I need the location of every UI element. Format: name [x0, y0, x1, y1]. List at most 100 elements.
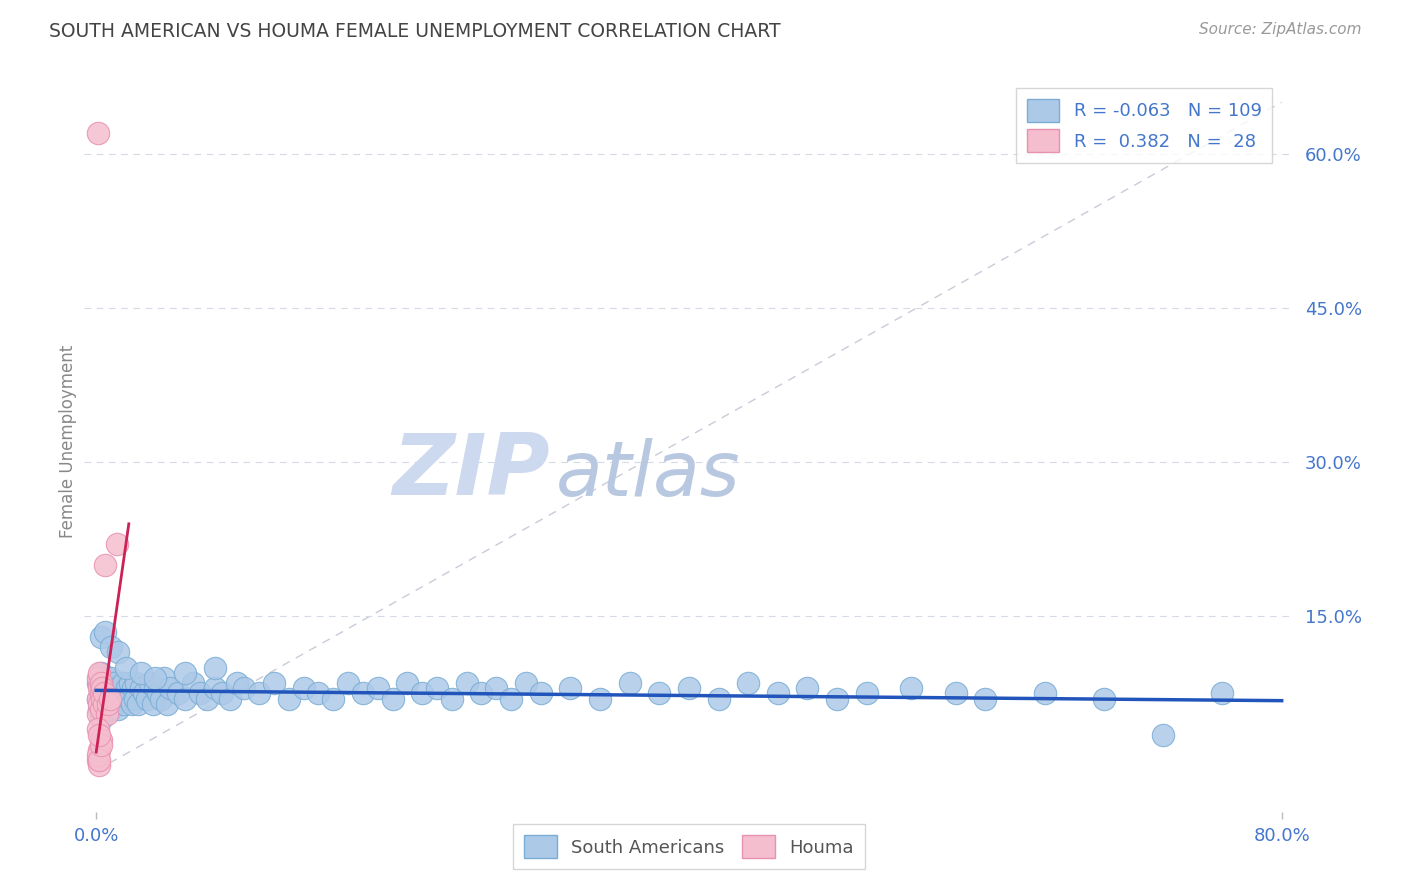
Point: [226, 676, 249, 690]
Text: atlas: atlas: [555, 438, 741, 512]
Point: [90, 630, 112, 644]
Point: [90, 681, 112, 696]
Point: [974, 691, 997, 706]
Point: [94, 558, 117, 572]
Point: [89, 728, 111, 742]
Point: [117, 681, 139, 696]
Point: [120, 676, 142, 690]
Point: [530, 686, 553, 700]
Point: [337, 676, 360, 690]
Point: [86, 671, 108, 685]
Point: [1033, 686, 1056, 700]
Point: [90, 712, 112, 726]
Point: [396, 676, 419, 690]
Point: [440, 691, 463, 706]
Point: [90, 732, 112, 747]
Point: [121, 697, 143, 711]
Point: [107, 702, 129, 716]
Point: [115, 661, 138, 675]
Point: [122, 681, 145, 696]
Text: SOUTH AMERICAN VS HOUMA FEMALE UNEMPLOYMENT CORRELATION CHART: SOUTH AMERICAN VS HOUMA FEMALE UNEMPLOYM…: [49, 22, 780, 41]
Point: [112, 697, 135, 711]
Point: [247, 686, 270, 700]
Text: ZIP: ZIP: [392, 430, 550, 513]
Point: [233, 681, 256, 696]
Point: [111, 676, 134, 690]
Point: [91, 681, 114, 696]
Point: [501, 691, 523, 706]
Point: [105, 681, 128, 696]
Point: [97, 697, 120, 711]
Point: [103, 697, 125, 711]
Point: [560, 681, 582, 696]
Point: [141, 697, 163, 711]
Point: [153, 671, 176, 685]
Point: [589, 691, 612, 706]
Point: [855, 686, 877, 700]
Point: [104, 691, 127, 706]
Point: [89, 681, 111, 696]
Point: [159, 681, 181, 696]
Point: [90, 738, 112, 752]
Point: [945, 686, 967, 700]
Point: [103, 676, 125, 690]
Point: [150, 691, 173, 706]
Point: [174, 691, 197, 706]
Point: [619, 676, 641, 690]
Point: [188, 686, 211, 700]
Point: [101, 686, 124, 700]
Legend: South Americans, Houma: South Americans, Houma: [513, 824, 865, 870]
Point: [381, 691, 404, 706]
Point: [204, 661, 226, 675]
Point: [86, 691, 108, 706]
Point: [93, 676, 115, 690]
Point: [86, 723, 108, 737]
Point: [166, 686, 188, 700]
Point: [91, 691, 114, 706]
Point: [107, 645, 129, 659]
Point: [93, 706, 115, 721]
Point: [91, 686, 114, 700]
Point: [678, 681, 700, 696]
Point: [93, 686, 115, 700]
Point: [156, 697, 179, 711]
Point: [115, 686, 138, 700]
Point: [367, 681, 389, 696]
Point: [352, 686, 374, 700]
Point: [98, 676, 121, 690]
Point: [129, 665, 152, 680]
Point: [90, 702, 112, 716]
Point: [1092, 691, 1115, 706]
Point: [94, 624, 117, 639]
Point: [138, 676, 160, 690]
Point: [127, 697, 149, 711]
Point: [110, 691, 132, 706]
Point: [90, 676, 112, 690]
Point: [93, 691, 115, 706]
Point: [96, 671, 118, 685]
Point: [292, 681, 315, 696]
Point: [277, 691, 299, 706]
Point: [86, 126, 108, 140]
Point: [132, 686, 155, 700]
Point: [89, 697, 111, 711]
Y-axis label: Female Unemployment: Female Unemployment: [59, 345, 77, 538]
Point: [322, 691, 344, 706]
Point: [97, 697, 120, 711]
Point: [108, 686, 131, 700]
Point: [129, 681, 152, 696]
Point: [426, 681, 449, 696]
Point: [211, 686, 233, 700]
Point: [470, 686, 492, 700]
Point: [96, 686, 118, 700]
Point: [737, 676, 759, 690]
Point: [218, 691, 240, 706]
Point: [89, 743, 111, 757]
Point: [411, 686, 433, 700]
Point: [515, 676, 537, 690]
Point: [89, 671, 111, 685]
Point: [89, 753, 111, 767]
Point: [707, 691, 730, 706]
Point: [98, 691, 121, 706]
Point: [97, 681, 120, 696]
